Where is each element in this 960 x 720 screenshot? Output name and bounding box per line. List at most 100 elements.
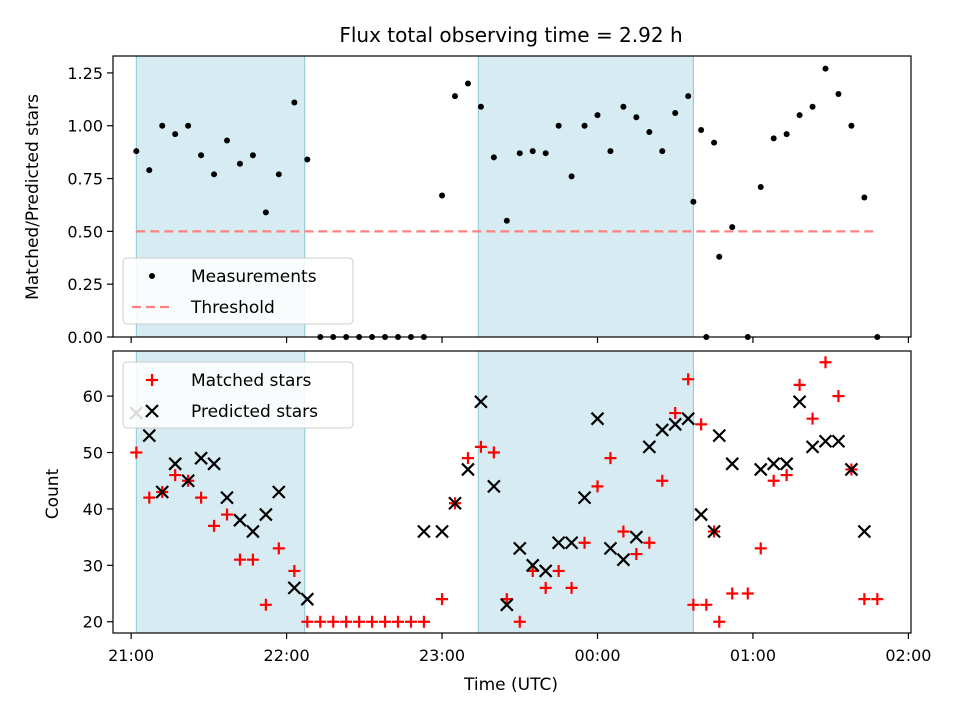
- predicted-star-point: [753, 462, 768, 477]
- predicted-star-point: [792, 394, 807, 409]
- predicted-star-point: [857, 524, 872, 539]
- shaded-interval: [477, 55, 694, 338]
- legend-label: Threshold: [190, 298, 275, 318]
- matched-star-point: [871, 593, 884, 606]
- matched-star-point: [461, 452, 474, 465]
- y-tick-label: 0.25: [67, 275, 103, 294]
- matched-star-point: [327, 615, 340, 628]
- measurement-point: [835, 91, 842, 98]
- measurement-point: [848, 122, 855, 129]
- x-tick-label: 21:00: [108, 646, 154, 665]
- matched-star-point: [565, 581, 578, 594]
- measurement-point: [698, 126, 705, 133]
- predicted-star-point: [220, 490, 234, 505]
- measurement-point: [568, 173, 575, 180]
- matched-star-point: [246, 553, 259, 566]
- measurement-point: [646, 129, 653, 136]
- matched-star-point: [208, 519, 221, 532]
- bottom-y-axis-label: Count: [43, 468, 63, 519]
- measurement-point: [659, 148, 666, 155]
- matched-star-point: [379, 615, 392, 628]
- matched-star-point: [169, 469, 182, 482]
- measurement-point: [822, 65, 829, 72]
- measurement-point: [555, 122, 562, 129]
- measurement-point: [783, 131, 790, 138]
- y-tick-label: 0.00: [67, 328, 103, 347]
- legend: Measurements Threshold: [122, 257, 354, 325]
- matched-star-point: [695, 418, 708, 431]
- matched-star-point: [754, 542, 767, 555]
- matched-star-point: [392, 615, 404, 628]
- predicted-star-point: [487, 479, 501, 494]
- predicted-star-point: [461, 462, 475, 477]
- legend-label: Measurements: [191, 267, 317, 287]
- predicted-star-point: [435, 524, 449, 539]
- predicted-star-point: [551, 535, 566, 550]
- legend-label: Predicted stars: [191, 402, 318, 422]
- matched-star-point: [404, 615, 417, 628]
- panel-1: 0.00 0.25 0.50 0.75 1.00 1.25 Measurements Thre…: [67, 55, 912, 347]
- matched-star-point: [314, 615, 327, 628]
- legend-marker-measurements: [149, 273, 155, 279]
- matched-star-point: [259, 598, 272, 611]
- measurement-point: [452, 93, 458, 100]
- matched-star-point: [487, 446, 500, 459]
- measurement-point: [249, 152, 256, 159]
- plot-frame: [112, 55, 912, 338]
- measurement-point: [490, 154, 497, 161]
- predicted-star-point: [564, 535, 579, 550]
- legend-marker-matched: [146, 374, 158, 386]
- measurement-point: [224, 137, 230, 144]
- predicted-star-point: [616, 552, 631, 567]
- measurement-point: [236, 160, 243, 167]
- predicted-star-point: [844, 462, 859, 477]
- measurement-point: [133, 148, 140, 155]
- y-tick-label: 50: [83, 444, 103, 463]
- matched-star-point: [353, 615, 366, 628]
- matched-star-point: [578, 536, 591, 549]
- matched-star-point: [221, 508, 233, 521]
- x-tick-label: 23:00: [419, 646, 465, 665]
- matched-star-point: [366, 615, 379, 628]
- predicted-star-point: [577, 490, 592, 505]
- legend-label: Matched stars: [191, 371, 311, 391]
- legend-box: [122, 361, 354, 429]
- measurement-point: [198, 152, 205, 159]
- matched-star-point: [741, 587, 754, 600]
- predicted-star-point: [655, 423, 670, 437]
- measurement-point: [503, 217, 510, 224]
- matched-star-point: [552, 564, 565, 577]
- measurement-point: [464, 80, 471, 87]
- measurement-point: [672, 110, 679, 117]
- predicted-star-point: [142, 428, 157, 443]
- predicted-star-point: [300, 592, 315, 606]
- predicted-star-point: [712, 428, 727, 443]
- measurement-point: [690, 198, 697, 205]
- predicted-star-point: [779, 457, 794, 471]
- predicted-star-point: [168, 457, 182, 471]
- measurement-point: [516, 150, 523, 157]
- x-axis-label: Time (UTC): [463, 675, 558, 695]
- top-y-axis-label: Matched/Predicted stars: [23, 94, 43, 300]
- matched-star-point: [700, 598, 713, 611]
- measurement-point: [581, 122, 588, 129]
- measurement-point: [304, 156, 311, 163]
- measurement-point: [607, 148, 614, 155]
- matched-star-point: [780, 469, 793, 482]
- matched-star-point: [726, 587, 739, 600]
- plot-frame: [112, 350, 912, 634]
- matched-star-point: [513, 615, 526, 628]
- measurement-point: [542, 150, 549, 157]
- measurement-point: [633, 114, 640, 121]
- measurement-point: [477, 103, 484, 110]
- x-tick-label: 01:00: [730, 646, 776, 665]
- x-tick-label: 02:00: [885, 646, 931, 665]
- y-tick-label: 30: [83, 556, 103, 575]
- measurement-point: [594, 112, 601, 119]
- measurement-point: [529, 148, 536, 155]
- predicted-star-point: [512, 541, 527, 556]
- matched-star-point: [630, 548, 643, 561]
- matched-star-point: [687, 598, 700, 611]
- y-tick-label: 60: [83, 387, 103, 406]
- predicted-star-point: [694, 507, 708, 522]
